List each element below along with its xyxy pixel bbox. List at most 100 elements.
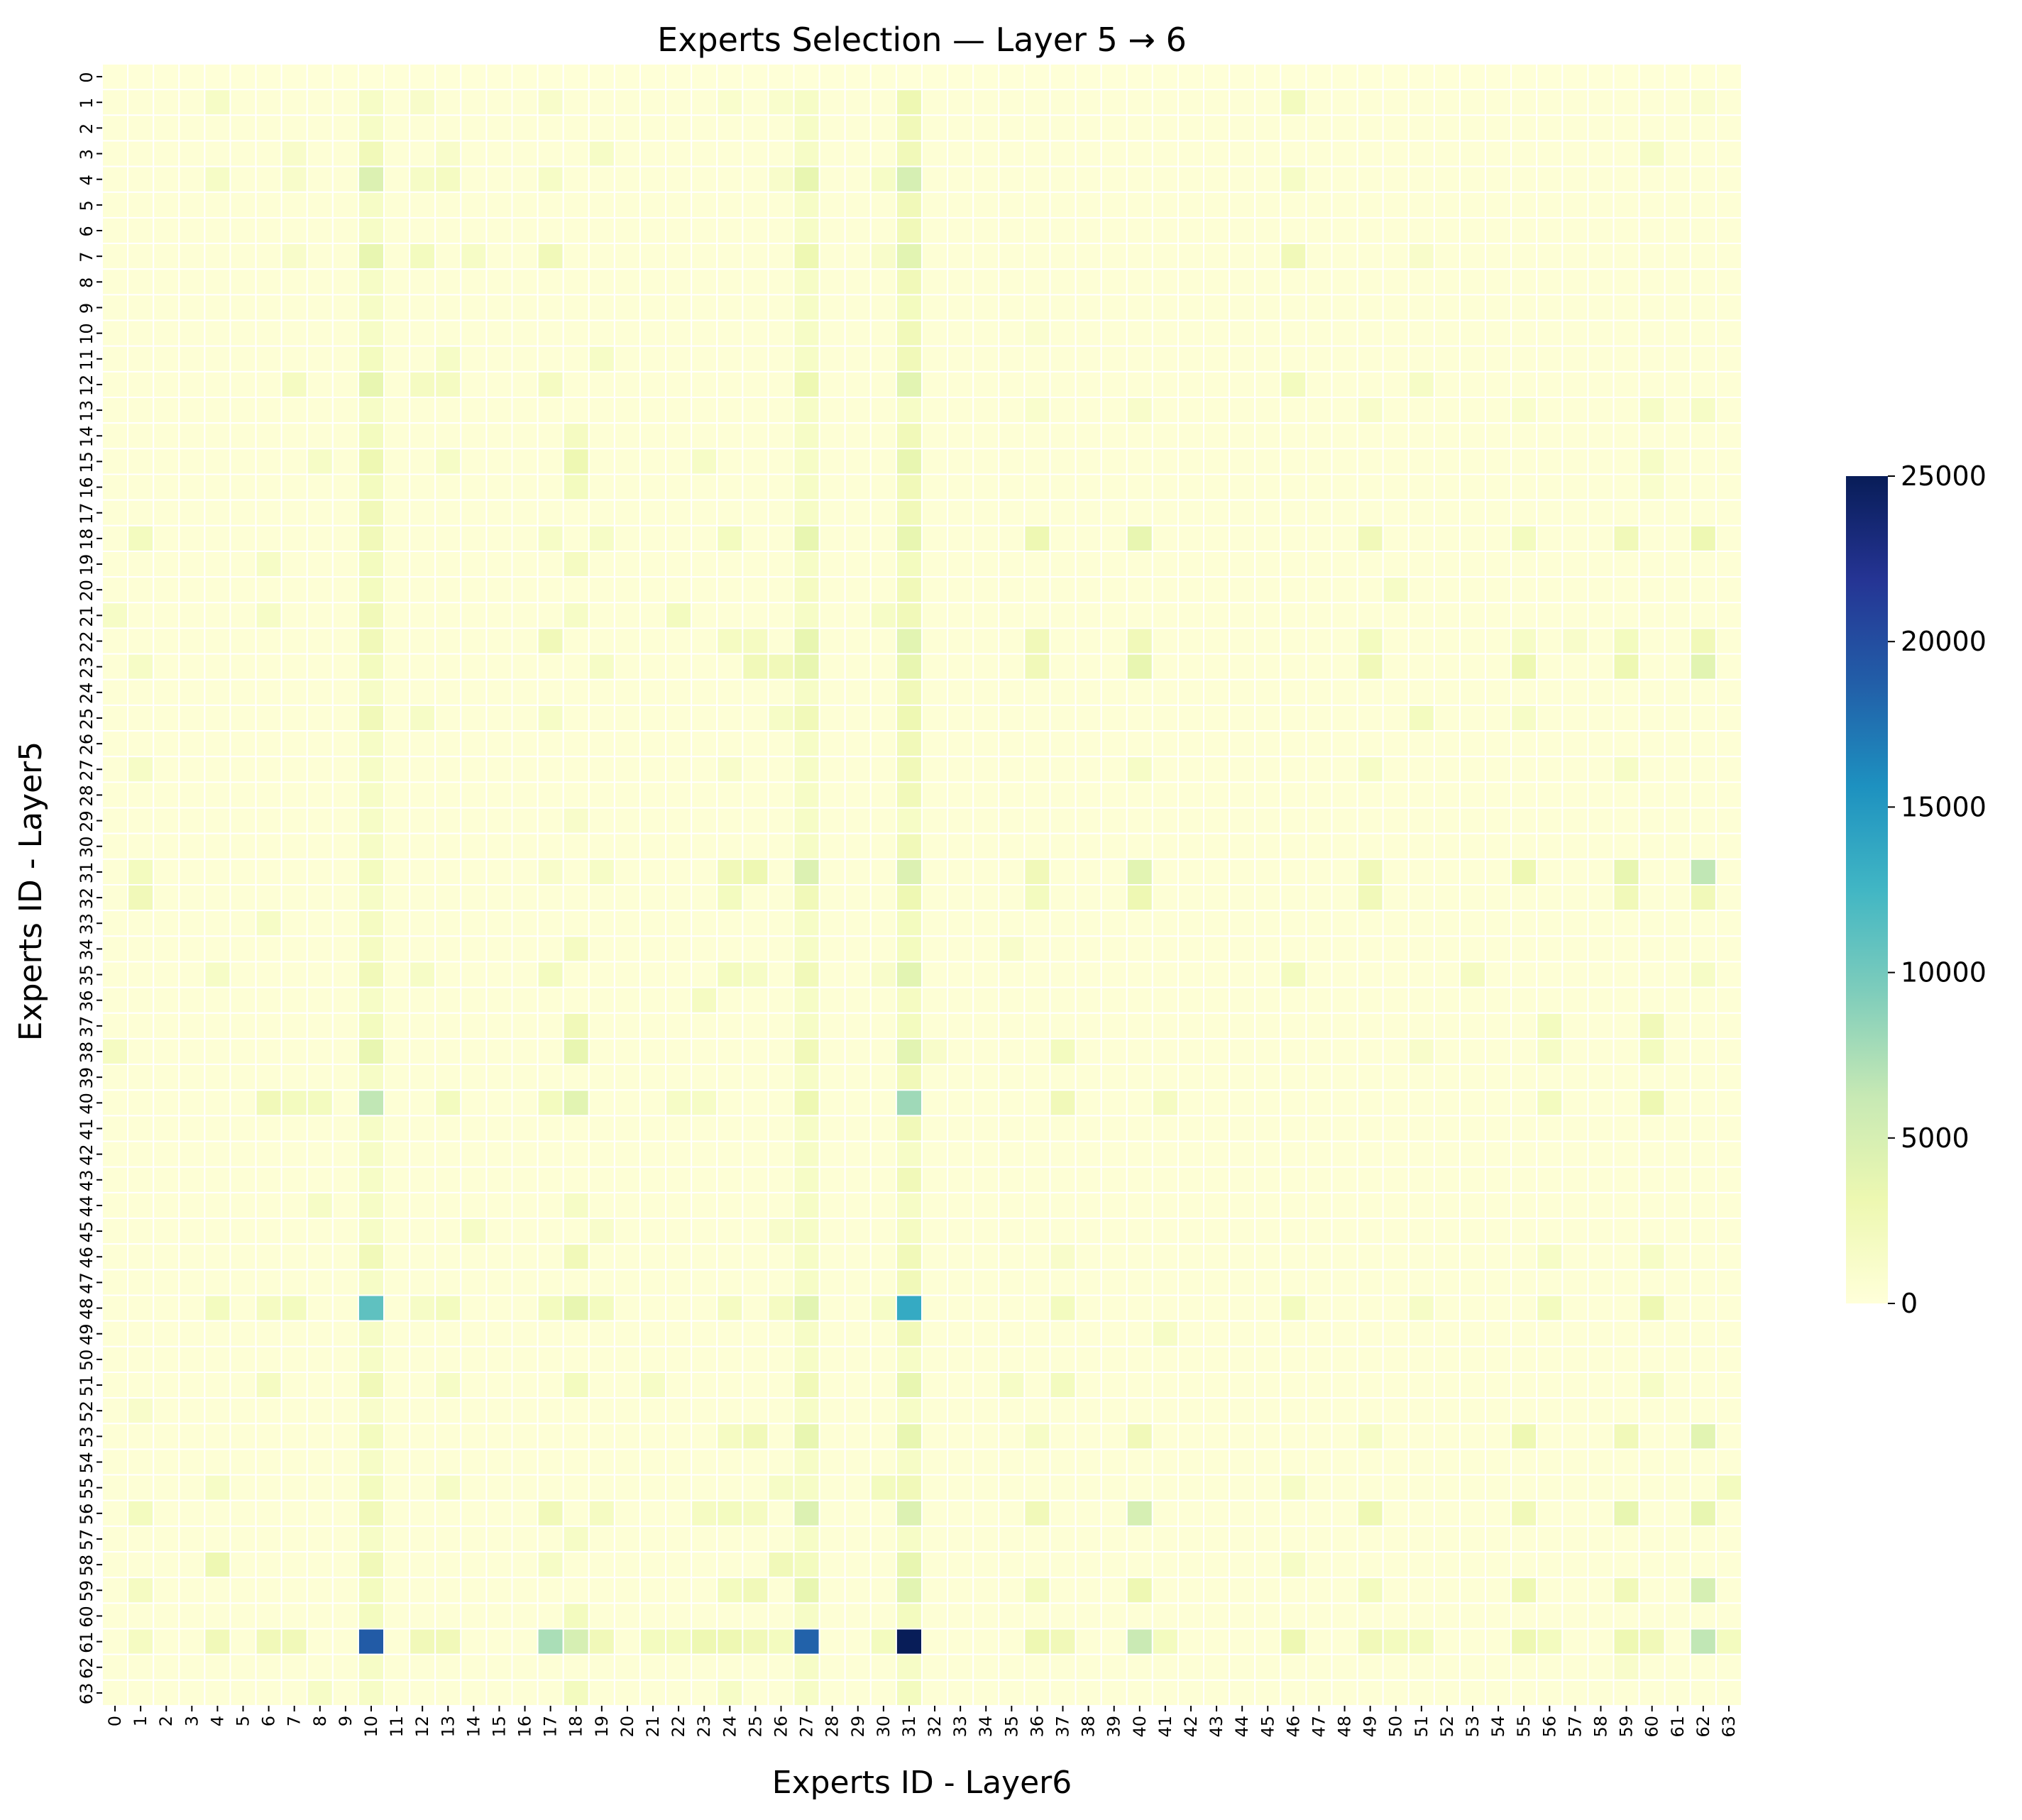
heatmap-cell: [1075, 1037, 1102, 1066]
heatmap-cell: [127, 832, 155, 860]
heatmap-cell: [716, 756, 744, 783]
heatmap-cell: [716, 1525, 744, 1553]
heatmap-cell: [998, 319, 1026, 347]
heatmap-cell: [1587, 1474, 1615, 1501]
heatmap-cell: [1023, 63, 1051, 91]
x-tick-label: 58: [1590, 1716, 1610, 1738]
heatmap-cell: [1433, 1397, 1461, 1425]
heatmap-cell: [613, 807, 641, 834]
heatmap-cell: [229, 935, 257, 963]
heatmap-cell: [1561, 114, 1589, 142]
heatmap-cell: [588, 294, 615, 321]
heatmap-cell: [280, 1218, 308, 1245]
heatmap-cell: [1689, 1166, 1717, 1193]
heatmap-cell: [204, 1551, 231, 1579]
heatmap-cell: [1100, 1397, 1128, 1425]
heatmap-cell: [1177, 1525, 1205, 1553]
heatmap-cell: [1382, 576, 1410, 604]
heatmap-cell: [1458, 1089, 1487, 1117]
heatmap-cell: [255, 550, 282, 578]
heatmap-cell: [921, 294, 949, 321]
heatmap-cell: [537, 678, 564, 706]
heatmap-cell: [767, 216, 795, 245]
heatmap-cell: [1023, 1037, 1051, 1066]
heatmap-cell: [101, 63, 129, 91]
heatmap-cell: [998, 961, 1026, 988]
heatmap-cell: [562, 1499, 590, 1527]
heatmap-cell: [665, 140, 693, 167]
heatmap-cell: [562, 678, 590, 706]
heatmap-cell: [409, 1499, 436, 1527]
heatmap-cell: [1536, 730, 1564, 758]
heatmap-cell: [537, 1243, 564, 1271]
heatmap-cell: [383, 1089, 411, 1117]
heatmap-cell: [1510, 1474, 1538, 1501]
heatmap-cell: [1203, 268, 1231, 296]
heatmap-cell: [485, 1243, 513, 1271]
heatmap-cell: [1126, 550, 1153, 578]
heatmap-cell: [1587, 1345, 1615, 1373]
heatmap-cell: [1049, 910, 1077, 937]
heatmap-cell: [1433, 268, 1461, 296]
heatmap-cell: [434, 448, 462, 475]
heatmap-cell: [895, 1243, 923, 1271]
heatmap-cell: [178, 1064, 206, 1091]
heatmap-cell: [511, 1012, 539, 1039]
heatmap-cell: [153, 422, 180, 450]
heatmap-cell: [383, 422, 411, 450]
heatmap-cell: [409, 1371, 436, 1399]
heatmap-cell: [1177, 1551, 1205, 1579]
heatmap-cell: [1049, 1474, 1077, 1501]
heatmap-cell: [460, 781, 488, 809]
heatmap-cell: [331, 986, 359, 1014]
heatmap-cell: [665, 910, 693, 937]
heatmap-cell: [767, 986, 795, 1014]
heatmap-cell: [331, 243, 359, 270]
heatmap-cell: [1536, 1499, 1564, 1527]
heatmap-cell: [1126, 1191, 1153, 1220]
heatmap-cell: [613, 1064, 641, 1091]
heatmap-cell: [1075, 756, 1102, 783]
y-tick-label: 26: [77, 734, 97, 756]
heatmap-cell: [1100, 627, 1128, 655]
heatmap-cell: [742, 935, 769, 963]
heatmap-cell: [357, 1551, 385, 1579]
y-tick-label: 12: [77, 375, 97, 397]
heatmap-cell: [1075, 1577, 1102, 1604]
heatmap-cell: [1561, 422, 1589, 450]
heatmap-cell: [793, 704, 820, 732]
heatmap-cell: [460, 1089, 488, 1117]
heatmap-cell: [1177, 1474, 1205, 1501]
heatmap-cell: [485, 1525, 513, 1553]
heatmap-cell: [127, 1474, 155, 1501]
heatmap-cell: [1280, 678, 1307, 706]
heatmap-cell: [434, 1679, 462, 1707]
heatmap-cell: [1612, 576, 1640, 604]
x-tick-label: 3: [182, 1716, 202, 1726]
heatmap-cell: [869, 986, 897, 1014]
heatmap-cell: [691, 1064, 718, 1091]
heatmap-cell: [460, 986, 488, 1014]
heatmap-cell: [537, 473, 564, 501]
heatmap-cell: [357, 1320, 385, 1347]
heatmap-cell: [998, 884, 1026, 912]
heatmap-cell: [639, 89, 667, 116]
heatmap-cell: [1305, 1628, 1333, 1655]
y-tick-label: 33: [77, 913, 97, 935]
heatmap-cell: [895, 370, 923, 399]
heatmap-cell: [306, 961, 334, 988]
heatmap-cell: [639, 1243, 667, 1271]
heatmap-cell: [1280, 422, 1307, 450]
heatmap-cell: [1203, 1191, 1231, 1220]
heatmap-cell: [1177, 524, 1205, 552]
heatmap-cell: [947, 704, 974, 732]
heatmap-cell: [409, 1115, 436, 1142]
heatmap-cell: [742, 781, 769, 809]
heatmap-cell: [1407, 961, 1435, 988]
heatmap-cell: [1331, 807, 1358, 834]
heatmap-cell: [1382, 602, 1410, 629]
heatmap-cell: [613, 1345, 641, 1373]
heatmap-cell: [1254, 448, 1282, 475]
heatmap-cell: [613, 1191, 641, 1220]
heatmap-cell: [101, 550, 129, 578]
